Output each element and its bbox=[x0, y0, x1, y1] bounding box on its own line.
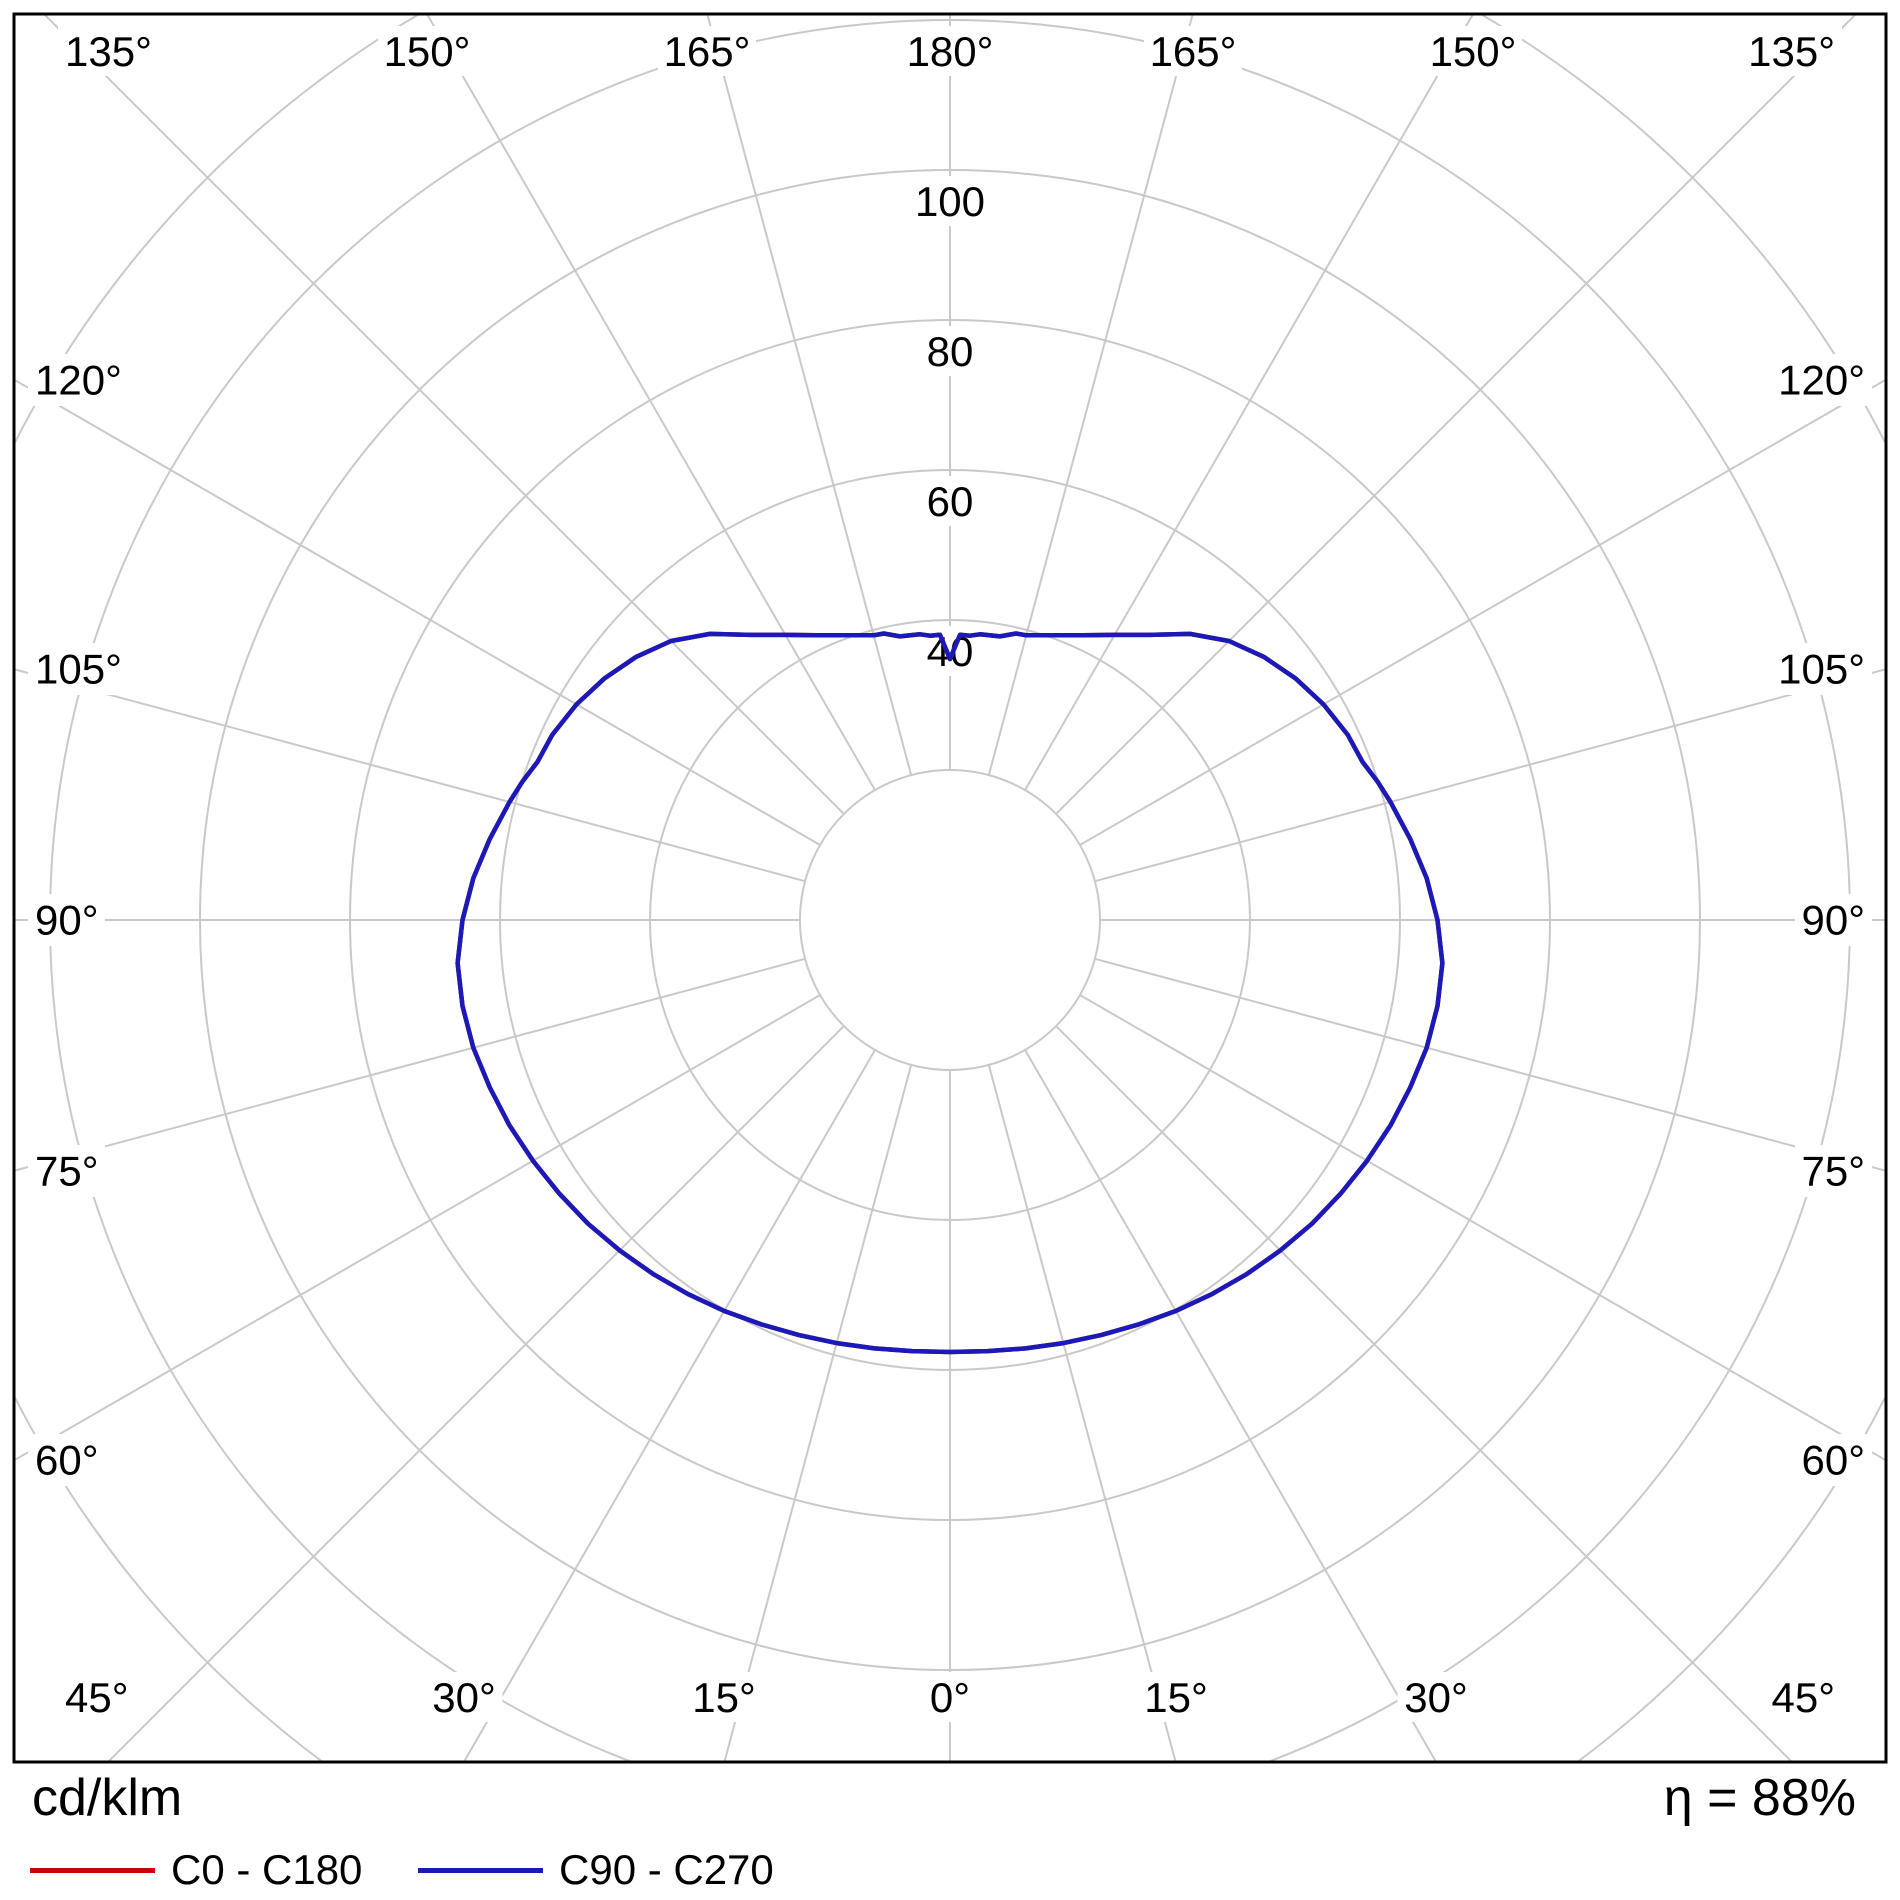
angle-label-135-right: 135° bbox=[1748, 28, 1835, 75]
angle-label-180-left: 180° bbox=[907, 28, 994, 75]
angle-label-120-left-halo bbox=[28, 354, 126, 406]
angle-label-60-left-halo bbox=[28, 1434, 105, 1486]
grid-spoke-195 bbox=[706, 14, 913, 776]
angle-label-15-right: 15° bbox=[1144, 1674, 1208, 1721]
grid-spoke-135 bbox=[1055, 14, 1858, 815]
legend-swatch-c0-c180 bbox=[30, 1867, 155, 1873]
grid-spoke-240 bbox=[14, 378, 821, 846]
angle-label-0-left-halo bbox=[922, 1672, 978, 1722]
angle-label-120-right-halo bbox=[1774, 354, 1872, 406]
angle-label-135-left-halo bbox=[58, 26, 156, 76]
angle-label-135-right-halo bbox=[1744, 26, 1842, 76]
legend-item-c0-c180: C0 - C180 bbox=[30, 1846, 362, 1894]
legend-swatch-c90-c270 bbox=[418, 1867, 543, 1873]
angle-label-105-left-halo bbox=[28, 643, 126, 695]
grid-circle-20 bbox=[799, 769, 1101, 1071]
angle-label-30-right: 30° bbox=[1404, 1674, 1468, 1721]
angle-label-150-left-halo bbox=[378, 26, 476, 76]
grid-spoke-345 bbox=[723, 1064, 913, 1762]
curve-c90-c270 bbox=[455, 631, 1445, 1355]
grid-spoke-315 bbox=[106, 1025, 845, 1762]
angle-label-90-right-halo bbox=[1795, 894, 1872, 946]
legend-item-c90-c270: C90 - C270 bbox=[418, 1846, 774, 1894]
angle-label-60-right-halo bbox=[1795, 1434, 1872, 1486]
grid-spoke-255 bbox=[14, 668, 806, 883]
angle-label-150-right: 150° bbox=[1430, 28, 1517, 75]
angle-label-75-right: 75° bbox=[1801, 1148, 1865, 1195]
angle-label-15-left: 15° bbox=[692, 1674, 756, 1721]
angle-label-120-left: 120° bbox=[35, 357, 122, 404]
radial-tick-80: 80 bbox=[927, 328, 974, 375]
angle-label-90-right: 90° bbox=[1801, 897, 1865, 944]
angle-label-45-right: 45° bbox=[1771, 1674, 1835, 1721]
angle-label-150-left: 150° bbox=[384, 28, 471, 75]
angle-label-135-left: 135° bbox=[65, 28, 152, 75]
grid-spoke-225 bbox=[42, 14, 845, 815]
angle-label-60-left: 60° bbox=[35, 1437, 99, 1484]
angle-label-45-left: 45° bbox=[65, 1674, 129, 1721]
angle-label-180-left-halo bbox=[901, 26, 999, 76]
angle-label-75-left: 75° bbox=[35, 1148, 99, 1195]
angle-label-45-left-halo bbox=[58, 1672, 135, 1722]
angle-label-165-right-halo bbox=[1144, 26, 1242, 76]
angle-label-120-right: 120° bbox=[1778, 357, 1865, 404]
angle-label-15-right-halo bbox=[1137, 1672, 1215, 1722]
grid-spoke-285 bbox=[14, 957, 806, 1172]
grid-spoke-210 bbox=[425, 14, 876, 791]
angle-label-60-right: 60° bbox=[1801, 1437, 1865, 1484]
angle-label-105-left: 105° bbox=[35, 646, 122, 693]
radial-tick-60: 60 bbox=[927, 478, 974, 525]
angle-label-165-left-halo bbox=[658, 26, 756, 76]
angle-label-150-right-halo bbox=[1424, 26, 1522, 76]
grid-spoke-75 bbox=[1094, 957, 1886, 1172]
angle-label-15-left-halo bbox=[685, 1672, 763, 1722]
angle-label-30-left-halo bbox=[425, 1672, 503, 1722]
angle-label-105-right-halo bbox=[1774, 643, 1872, 695]
angle-label-105-right: 105° bbox=[1778, 646, 1865, 693]
plot-border bbox=[12, 12, 1888, 1764]
angle-label-165-left: 165° bbox=[664, 28, 751, 75]
grid-spoke-330 bbox=[462, 1049, 876, 1762]
grid-spoke-30 bbox=[1024, 1049, 1438, 1762]
unit-label: cd/klm bbox=[32, 1769, 183, 1827]
radial-tick-100: 100 bbox=[915, 178, 985, 225]
grid-spoke-60 bbox=[1079, 994, 1886, 1462]
angle-label-90-left-halo bbox=[28, 894, 105, 946]
grid-spoke-150 bbox=[1024, 14, 1475, 791]
grid-spoke-45 bbox=[1055, 1025, 1794, 1762]
efficiency-value: η = 88% bbox=[1663, 1769, 1856, 1827]
angle-label-30-right-halo bbox=[1397, 1672, 1475, 1722]
grid-spoke-15 bbox=[987, 1064, 1177, 1762]
radial-tick-80-halo bbox=[922, 326, 978, 376]
legend-label-c0-c180: C0 - C180 bbox=[171, 1846, 363, 1893]
legend-label-c90-c270: C90 - C270 bbox=[559, 1846, 774, 1893]
radial-tick-60-halo bbox=[922, 476, 978, 526]
grid-spoke-165 bbox=[987, 14, 1194, 776]
angle-label-30-left: 30° bbox=[432, 1674, 496, 1721]
radial-tick-100-halo bbox=[911, 176, 989, 226]
angle-label-90-left: 90° bbox=[35, 897, 99, 944]
grid-spoke-120 bbox=[1079, 378, 1886, 846]
angle-label-75-left-halo bbox=[28, 1145, 105, 1197]
angle-label-75-right-halo bbox=[1795, 1145, 1872, 1197]
angle-label-0-left: 0° bbox=[930, 1674, 970, 1721]
angle-label-165-right: 165° bbox=[1150, 28, 1237, 75]
grid-spoke-300 bbox=[14, 994, 821, 1462]
grid-spoke-105 bbox=[1094, 668, 1886, 883]
angle-label-45-right-halo bbox=[1765, 1672, 1842, 1722]
